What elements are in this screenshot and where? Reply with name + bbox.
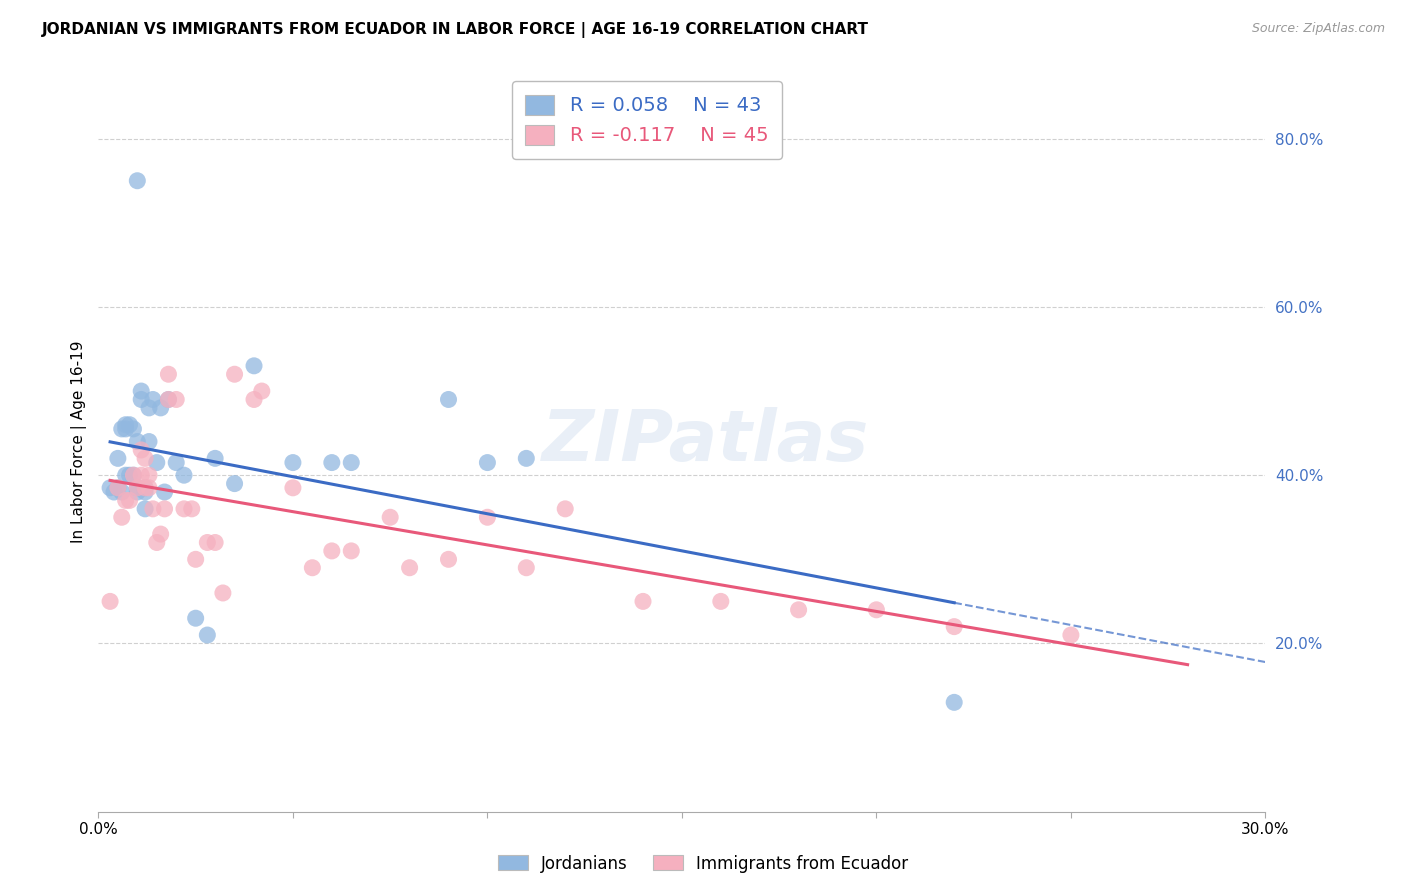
- Point: [515, 560, 537, 574]
- Point: [437, 392, 460, 407]
- Point: [301, 560, 323, 574]
- Point: [129, 392, 152, 407]
- Point: [111, 510, 134, 524]
- Point: [138, 434, 160, 449]
- Legend: Jordanians, Immigrants from Ecuador: Jordanians, Immigrants from Ecuador: [491, 848, 915, 880]
- Point: [224, 368, 246, 382]
- Point: [134, 485, 156, 500]
- Point: [398, 560, 420, 574]
- Point: [380, 510, 402, 524]
- Point: [129, 468, 152, 483]
- Text: JORDANIAN VS IMMIGRANTS FROM ECUADOR IN LABOR FORCE | AGE 16-19 CORRELATION CHAR: JORDANIAN VS IMMIGRANTS FROM ECUADOR IN …: [42, 22, 869, 38]
- Point: [134, 501, 156, 516]
- Point: [118, 468, 141, 483]
- Point: [195, 535, 218, 549]
- Point: [212, 586, 235, 600]
- Point: [204, 535, 226, 549]
- Point: [122, 468, 145, 483]
- Point: [127, 174, 149, 188]
- Text: ZIPatlas: ZIPatlas: [541, 407, 869, 476]
- Point: [129, 442, 152, 457]
- Point: [943, 619, 966, 633]
- Point: [787, 603, 810, 617]
- Point: [243, 392, 266, 407]
- Point: [127, 485, 149, 500]
- Point: [437, 552, 460, 566]
- Legend: R = 0.058    N = 43, R = -0.117    N = 45: R = 0.058 N = 43, R = -0.117 N = 45: [512, 81, 782, 159]
- Point: [340, 456, 363, 470]
- Point: [153, 501, 176, 516]
- Point: [111, 422, 134, 436]
- Point: [138, 401, 160, 415]
- Point: [321, 544, 343, 558]
- Point: [98, 594, 121, 608]
- Point: [184, 552, 207, 566]
- Point: [165, 392, 187, 407]
- Point: [111, 485, 134, 500]
- Point: [149, 401, 172, 415]
- Point: [122, 468, 145, 483]
- Point: [340, 544, 363, 558]
- Point: [195, 628, 218, 642]
- Point: [157, 392, 180, 407]
- Point: [107, 481, 129, 495]
- Point: [184, 611, 207, 625]
- Point: [281, 481, 304, 495]
- Point: [138, 468, 160, 483]
- Point: [165, 456, 187, 470]
- Point: [204, 451, 226, 466]
- Point: [103, 485, 125, 500]
- Point: [122, 422, 145, 436]
- Point: [142, 392, 165, 407]
- Point: [281, 456, 304, 470]
- Y-axis label: In Labor Force | Age 16-19: In Labor Force | Age 16-19: [72, 340, 87, 543]
- Point: [114, 417, 136, 432]
- Point: [129, 384, 152, 398]
- Point: [118, 493, 141, 508]
- Point: [515, 451, 537, 466]
- Point: [149, 527, 172, 541]
- Point: [157, 368, 180, 382]
- Point: [250, 384, 273, 398]
- Point: [134, 451, 156, 466]
- Point: [107, 451, 129, 466]
- Point: [114, 422, 136, 436]
- Point: [477, 510, 499, 524]
- Point: [321, 456, 343, 470]
- Point: [157, 392, 180, 407]
- Point: [142, 501, 165, 516]
- Point: [943, 695, 966, 709]
- Point: [631, 594, 654, 608]
- Point: [134, 481, 156, 495]
- Point: [127, 434, 149, 449]
- Point: [173, 501, 195, 516]
- Point: [134, 481, 156, 495]
- Point: [146, 456, 169, 470]
- Point: [127, 481, 149, 495]
- Point: [554, 501, 576, 516]
- Point: [180, 501, 202, 516]
- Point: [477, 456, 499, 470]
- Point: [224, 476, 246, 491]
- Point: [114, 493, 136, 508]
- Point: [98, 481, 121, 495]
- Point: [118, 417, 141, 432]
- Point: [107, 481, 129, 495]
- Text: Source: ZipAtlas.com: Source: ZipAtlas.com: [1251, 22, 1385, 36]
- Point: [1060, 628, 1083, 642]
- Point: [243, 359, 266, 373]
- Point: [173, 468, 195, 483]
- Point: [865, 603, 887, 617]
- Point: [114, 468, 136, 483]
- Point: [153, 485, 176, 500]
- Point: [710, 594, 733, 608]
- Point: [146, 535, 169, 549]
- Point: [127, 481, 149, 495]
- Point: [138, 481, 160, 495]
